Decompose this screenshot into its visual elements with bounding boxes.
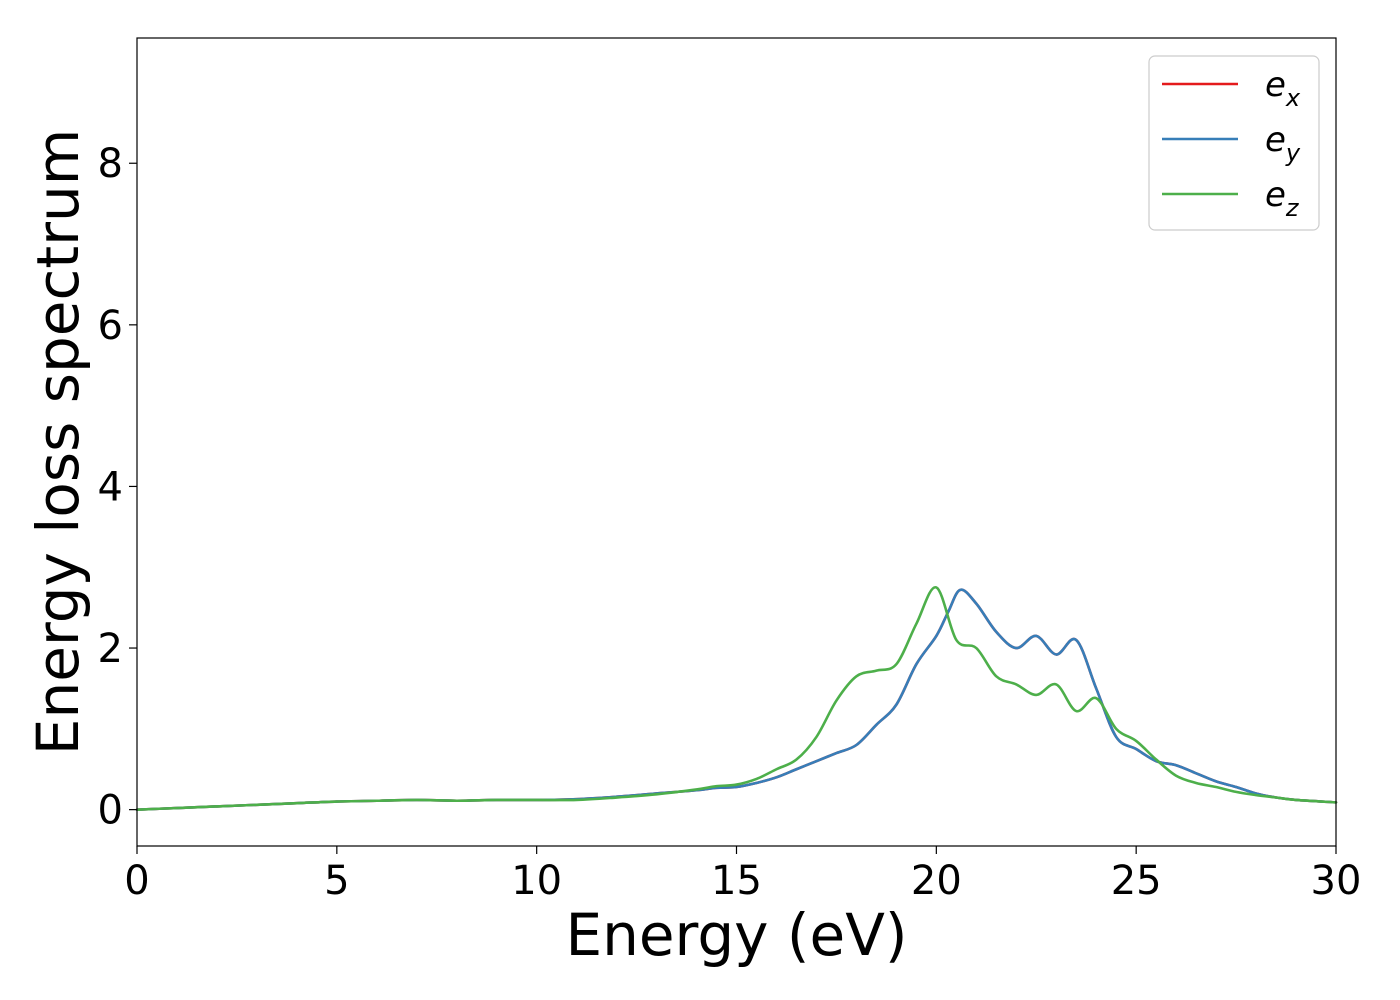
- ticks-layer: 0 5 10 15 20 25 30 0 2 4 6 8: [98, 141, 1362, 904]
- x-tick-label: 25: [1111, 858, 1162, 904]
- legend-label-subscript: y: [1285, 139, 1301, 167]
- x-axis-title: Energy (eV): [565, 901, 907, 969]
- legend-label-ez: ez: [1265, 175, 1300, 222]
- series-line-ex: [135, 588, 1338, 811]
- legend-label-ey: ey: [1265, 120, 1301, 167]
- x-tick-label: 15: [711, 858, 762, 904]
- y-tick-label: 4: [98, 464, 123, 510]
- y-tick-label: 6: [98, 303, 123, 349]
- legend-label-subscript: z: [1285, 194, 1300, 222]
- x-tick-label: 10: [511, 858, 562, 904]
- y-axis-title: Energy loss spectrum: [24, 129, 92, 755]
- y-tick-label: 0: [98, 788, 123, 834]
- legend-label-ex: ex: [1265, 65, 1301, 112]
- x-tick-label: 5: [324, 858, 349, 904]
- series-line-ey: [135, 588, 1338, 811]
- legend-label-base: e: [1265, 120, 1286, 160]
- x-tick-label: 30: [1311, 858, 1362, 904]
- x-tick-label: 0: [124, 858, 149, 904]
- x-tick-label: 20: [911, 858, 962, 904]
- y-tick-label: 8: [98, 141, 123, 187]
- legend-label-base: e: [1265, 175, 1286, 215]
- series-layer: [135, 586, 1338, 811]
- legend-label-subscript: x: [1285, 84, 1301, 112]
- series-line-ez: [135, 586, 1338, 811]
- y-tick-label: 2: [98, 626, 123, 672]
- legend-label-base: e: [1265, 65, 1286, 105]
- legend-box: [1148, 55, 1320, 231]
